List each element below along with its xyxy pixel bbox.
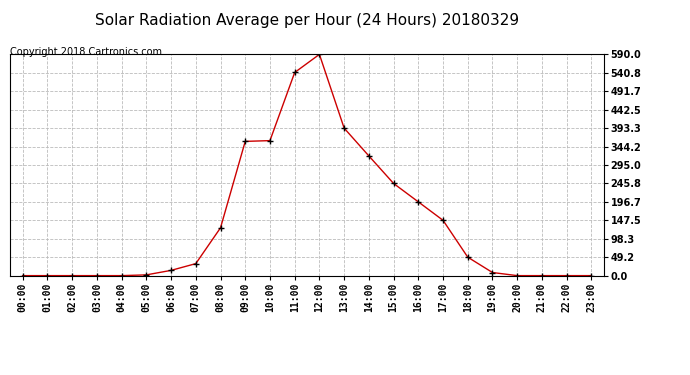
Text: Copyright 2018 Cartronics.com: Copyright 2018 Cartronics.com — [10, 47, 162, 57]
Text: Solar Radiation Average per Hour (24 Hours) 20180329: Solar Radiation Average per Hour (24 Hou… — [95, 13, 519, 28]
Text: Radiation  (W/m2): Radiation (W/m2) — [511, 36, 611, 46]
